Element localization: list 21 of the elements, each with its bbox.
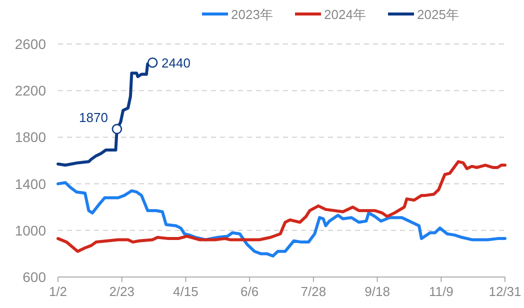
legend-label: 2024年 <box>324 7 366 22</box>
y-tick-label: 2600 <box>14 36 46 52</box>
annotation: 1870 <box>79 110 108 126</box>
x-tick-label: 6/6 <box>240 284 259 299</box>
x-tick-label: 11/9 <box>428 284 454 299</box>
x-tick-label: 4/15 <box>173 284 198 299</box>
y-tick-label: 2200 <box>14 82 46 99</box>
line-series <box>56 181 506 258</box>
y-tick-label: 1800 <box>14 129 46 146</box>
x-tick-label: 2/23 <box>109 284 135 299</box>
x-tick-label: 1/2 <box>48 284 68 299</box>
x-tick-label: 12/31 <box>488 284 522 299</box>
annotation: 2440 <box>162 56 190 71</box>
line-series <box>56 160 506 253</box>
legend-label: 2023年 <box>231 7 273 22</box>
y-tick-label: 1400 <box>14 176 46 192</box>
x-tick-label: 7/28 <box>300 284 326 299</box>
legend-label: 2025年 <box>417 7 459 22</box>
x-tick-label: 9/18 <box>364 284 390 299</box>
y-tick-label: 600 <box>22 269 46 285</box>
y-tick-label: 1000 <box>14 222 46 238</box>
